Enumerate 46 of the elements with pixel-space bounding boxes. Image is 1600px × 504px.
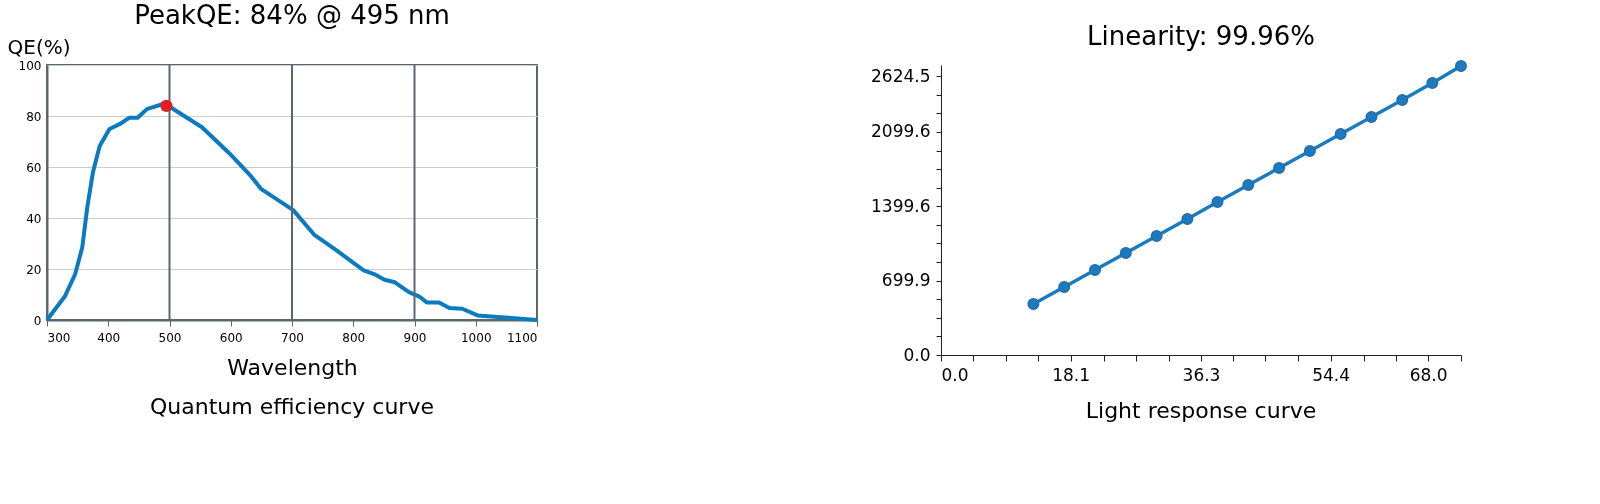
point [1058,281,1071,293]
x-tick-label: 18.1 [1052,364,1091,385]
point [1334,128,1347,141]
text: Light response curve [1085,398,1317,423]
x-tick-label: 600 [219,330,243,345]
y-tick-label: 1399.6 [871,195,931,216]
point [1242,179,1255,192]
y-tick-label: 40 [26,211,42,226]
point [1027,298,1040,310]
y-tick-label: 699.9 [881,270,931,291]
x-axis-title: Wavelength [227,354,358,380]
x-tick-label: 800 [342,330,366,345]
y-tick-label: 0 [33,313,42,328]
x-tick-label: 900 [403,330,427,345]
chart-title: Linearity: 99.96% [1087,20,1315,51]
point [1396,94,1409,107]
point [1273,162,1286,175]
x-tick-label: 36.3 [1182,364,1221,385]
point [1426,77,1439,90]
point [1303,145,1316,158]
chart-title: PeakQE: 84% @ 495 nm [134,0,450,30]
y-tick-label: 60 [26,160,42,175]
x-tick-label: 68.0 [1409,364,1448,385]
x-tick-label: 54.4 [1312,364,1351,385]
y-axis-title: QE(%) [7,34,71,59]
x-tick-label: 400 [97,330,121,345]
x-tick-label: 700 [281,330,304,345]
point [1089,264,1101,276]
y-tick-label: 20 [26,262,42,277]
x-tick-label: 500 [158,330,182,345]
x-tick-label: 300 [47,330,71,345]
y-tick-label: 0.0 [903,344,931,365]
x-tick-label: 1000 [460,330,492,345]
point [1150,230,1163,243]
point [1181,213,1194,226]
x-tick-label: 0.0 [941,364,969,385]
y-tick-label: 100 [18,58,42,73]
y-tick-label: 2099.6 [871,121,931,142]
y-tick-label: 2624.5 [871,65,931,86]
point [1365,111,1378,124]
point [1119,247,1132,260]
x-tick-label: 1100 [506,330,538,345]
text: Quantum efficiency curve [150,394,434,419]
point [1211,196,1224,209]
y-tick-label: 80 [26,109,42,124]
point [1455,60,1467,73]
